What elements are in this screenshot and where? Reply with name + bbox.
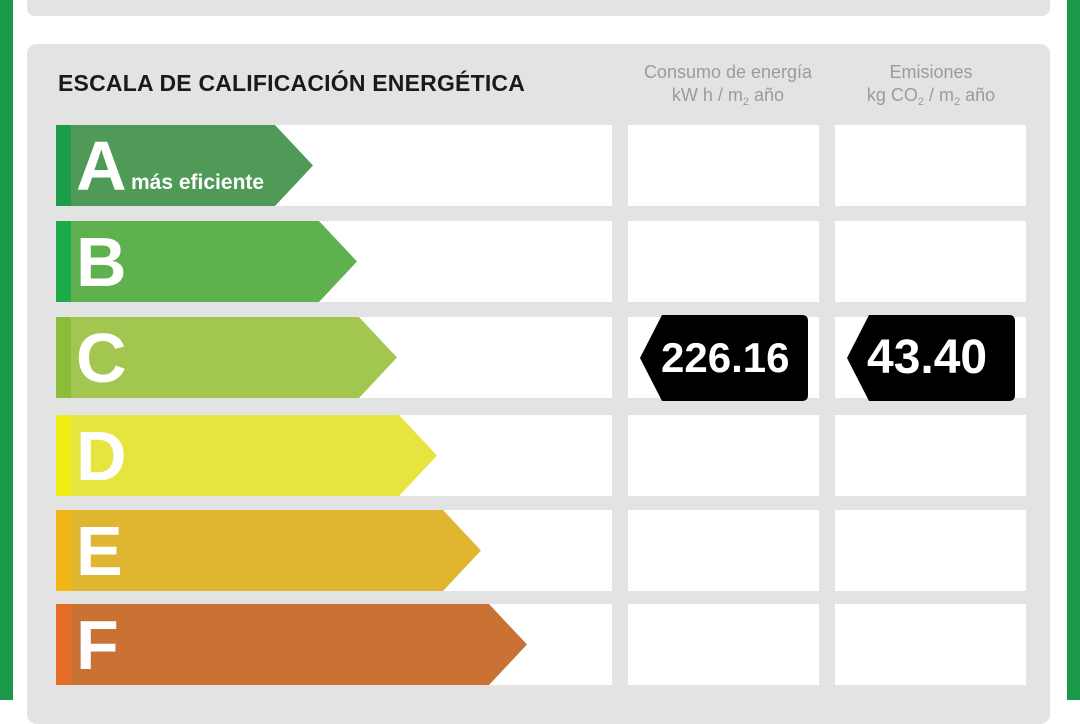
grade-letter-f: F <box>76 606 119 684</box>
grade-arrow-e: E <box>56 510 481 591</box>
grade-subtitle-a: más eficiente <box>131 171 265 194</box>
left-green-border <box>0 0 13 700</box>
emissions-rating-badge-shape <box>847 315 1015 401</box>
energy-header-line2: kW h / m2 año <box>671 85 785 108</box>
scale-title: ESCALA DE CALIFICACIÓN ENERGÉTICA <box>58 70 526 96</box>
emissions-cell-a <box>835 125 1026 206</box>
grade-arrow-c: C <box>56 317 397 398</box>
grade-arrow-f-shape <box>56 604 527 685</box>
grade-arrow-b-shape <box>56 221 357 302</box>
energy-rating-badge-shape <box>640 315 808 401</box>
grade-letter-e: E <box>76 512 123 590</box>
grade-letter-a: A <box>76 127 127 205</box>
energy-header-line1: Consumo de energía <box>643 62 813 82</box>
grade-arrow-a-shape <box>56 125 313 206</box>
grade-arrow-d: D <box>56 415 437 496</box>
energy-cell-d <box>628 415 819 496</box>
energy-cell-e <box>628 510 819 591</box>
grade-arrow-c-shape <box>56 317 397 398</box>
grade-letter-d: D <box>76 417 127 495</box>
emissions-rating-badge: 43.40 <box>847 315 1015 401</box>
grade-letter-b: B <box>76 223 127 301</box>
emissions-column-header: Emisiones kg CO2 / m2 año <box>831 61 1031 114</box>
emissions-cell-f <box>835 604 1026 685</box>
grade-arrow-d-shape <box>56 415 437 496</box>
right-green-border <box>1067 0 1080 700</box>
grade-arrow-e-shape <box>56 510 481 591</box>
energy-cell-f <box>628 604 819 685</box>
grade-arrow-b: B <box>56 221 357 302</box>
energy-cell-a <box>628 125 819 206</box>
top-panel <box>27 0 1050 16</box>
energy-cell-b <box>628 221 819 302</box>
energy-column-header: Consumo de energía kW h / m2 año <box>628 61 828 114</box>
emissions-rating-badge-value: 43.40 <box>867 331 988 384</box>
emissions-header-line1: Emisiones <box>889 62 973 82</box>
energy-rating-badge: 226.16 <box>640 315 808 401</box>
emissions-cell-b <box>835 221 1026 302</box>
emissions-header-line2: kg CO2 / m2 año <box>866 85 996 108</box>
grade-arrow-f: F <box>56 604 527 685</box>
emissions-cell-d <box>835 415 1026 496</box>
energy-rating-badge-value: 226.16 <box>661 334 790 381</box>
emissions-cell-e <box>835 510 1026 591</box>
grade-letter-c: C <box>76 319 127 397</box>
